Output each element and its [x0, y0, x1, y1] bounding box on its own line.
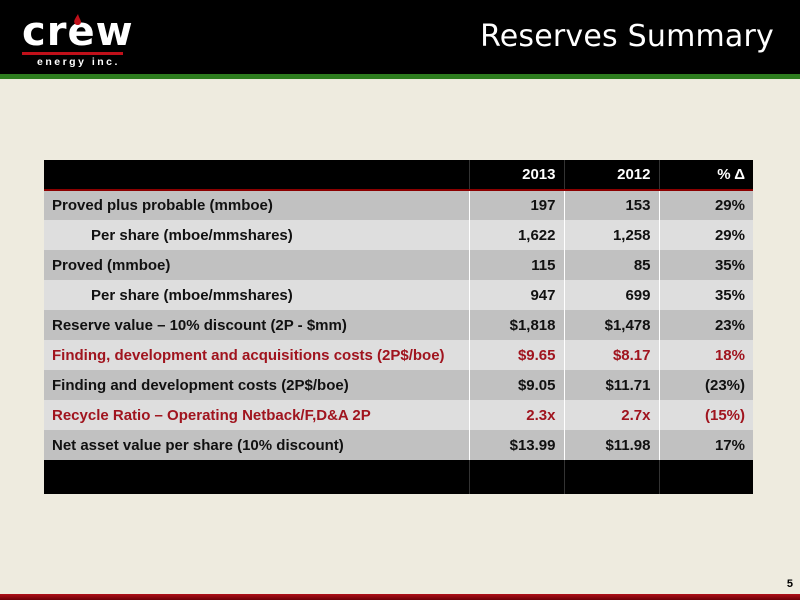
table-footer-row	[44, 460, 753, 494]
row-label: Net asset value per share (10% discount)	[44, 430, 470, 460]
footer-bar	[0, 594, 800, 600]
value-pct-change: (23%)	[659, 370, 753, 400]
column-header-2013: 2013	[469, 160, 565, 190]
table-row: Net asset value per share (10% discount)…	[44, 430, 753, 460]
row-label: Finding, development and acquisitions co…	[44, 340, 470, 370]
page-number: 5	[786, 578, 793, 590]
value-2013: $9.05	[469, 370, 565, 400]
footer-cell	[564, 460, 660, 494]
row-label: Finding and development costs (2P$/boe)	[44, 370, 470, 400]
column-header-2012: 2012	[564, 160, 660, 190]
value-pct-change: 18%	[659, 340, 753, 370]
footer-cell	[659, 460, 753, 494]
reserves-table: 2013 2012 % Δ Proved plus probable (mmbo…	[44, 160, 753, 494]
value-pct-change: 29%	[659, 220, 753, 250]
footer-cell	[44, 460, 470, 494]
value-2012: 2.7x	[564, 400, 660, 430]
value-pct-change: (15%)	[659, 400, 753, 430]
column-header-pct-change: % Δ	[659, 160, 753, 190]
row-label: Proved (mmboe)	[44, 250, 470, 280]
value-2012: $11.98	[564, 430, 660, 460]
value-pct-change: 29%	[659, 190, 753, 220]
value-pct-change: 35%	[659, 250, 753, 280]
value-2013: 947	[469, 280, 565, 310]
row-label: Reserve value – 10% discount (2P - $mm)	[44, 310, 470, 340]
table-row: Proved plus probable (mmboe) 197 153 29%	[44, 190, 753, 220]
value-2013: $9.65	[469, 340, 565, 370]
column-header-label	[44, 160, 470, 190]
table-row: Finding, development and acquisitions co…	[44, 340, 753, 370]
value-2013: 2.3x	[469, 400, 565, 430]
footer-cell	[469, 460, 565, 494]
value-2013: $13.99	[469, 430, 565, 460]
value-pct-change: 35%	[659, 280, 753, 310]
table-row: Finding and development costs (2P$/boe) $…	[44, 370, 753, 400]
table-row: Recycle Ratio – Operating Netback/F,D&A …	[44, 400, 753, 430]
row-label: Recycle Ratio – Operating Netback/F,D&A …	[44, 400, 470, 430]
row-label: Proved plus probable (mmboe)	[44, 190, 470, 220]
value-2012: 153	[564, 190, 660, 220]
value-2013: 1,622	[469, 220, 565, 250]
header-divider	[0, 74, 800, 79]
value-pct-change: 23%	[659, 310, 753, 340]
value-2012: 85	[564, 250, 660, 280]
logo-subtitle: energy inc.	[37, 56, 120, 68]
slide-header: crew energy inc. Reserves Summary	[0, 0, 800, 74]
table-row: Per share (mboe/mmshares) 947 699 35%	[44, 280, 753, 310]
value-2013: 115	[469, 250, 565, 280]
table-header-row: 2013 2012 % Δ	[44, 160, 753, 190]
row-label: Per share (mboe/mmshares)	[44, 220, 470, 250]
crew-energy-logo: crew energy inc.	[22, 12, 133, 68]
value-2012: 1,258	[564, 220, 660, 250]
value-2013: 197	[469, 190, 565, 220]
logo-underline	[22, 52, 123, 55]
table-row: Per share (mboe/mmshares) 1,622 1,258 29%	[44, 220, 753, 250]
value-2012: 699	[564, 280, 660, 310]
value-2012: $8.17	[564, 340, 660, 370]
value-2013: $1,818	[469, 310, 565, 340]
value-2012: $1,478	[564, 310, 660, 340]
row-label: Per share (mboe/mmshares)	[44, 280, 470, 310]
value-pct-change: 17%	[659, 430, 753, 460]
table-row: Reserve value – 10% discount (2P - $mm) $…	[44, 310, 753, 340]
table-row: Proved (mmboe) 115 85 35%	[44, 250, 753, 280]
value-2012: $11.71	[564, 370, 660, 400]
flame-drop-icon	[74, 14, 81, 26]
page-title: Reserves Summary	[480, 19, 774, 54]
